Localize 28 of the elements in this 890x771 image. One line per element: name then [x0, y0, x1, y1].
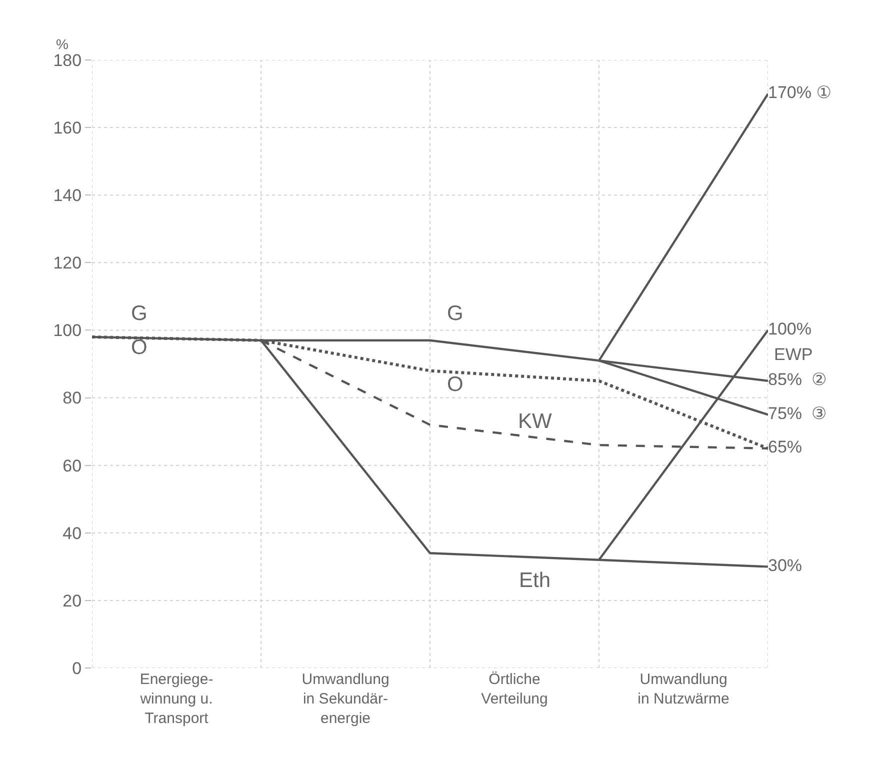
- y-tick-label: 180: [53, 50, 82, 70]
- y-tick-label: 0: [72, 658, 82, 678]
- x-tick-label: Örtliche Verteilung: [481, 671, 548, 708]
- data-label: 85% ②: [768, 370, 827, 390]
- y-tick-label: 160: [53, 118, 82, 138]
- y-tick-label: 80: [62, 388, 82, 408]
- data-label: 30%: [768, 556, 802, 575]
- data-label: 170% ①: [768, 83, 832, 102]
- series-label: EWP: [774, 345, 813, 364]
- y-tick-label: 120: [53, 254, 82, 273]
- series-label: KW: [518, 410, 552, 433]
- text: O: [131, 336, 148, 359]
- data-label: 75% ③: [768, 404, 827, 423]
- text: G: [447, 302, 464, 325]
- y-tick-label: 60: [62, 456, 82, 476]
- y-tick-label: 100: [53, 321, 82, 340]
- x-tick-label: Energiege- winnung u. Transport: [139, 671, 214, 727]
- series-label: O: [447, 373, 464, 396]
- y-axis-title: %: [56, 36, 68, 52]
- series-label: Eth: [519, 569, 551, 592]
- data-label: 65%: [768, 438, 802, 457]
- y-tick-label: 20: [62, 591, 82, 610]
- x-tick-label: Umwandlung in Nutzwärme: [638, 671, 730, 708]
- x-tick-label: Umwandlung in Sekundär- energie: [302, 671, 390, 727]
- series-label: G: [131, 302, 148, 325]
- data-label: 100%: [768, 319, 812, 338]
- y-tick-label: 40: [62, 524, 82, 543]
- y-tick-label: 140: [53, 186, 82, 206]
